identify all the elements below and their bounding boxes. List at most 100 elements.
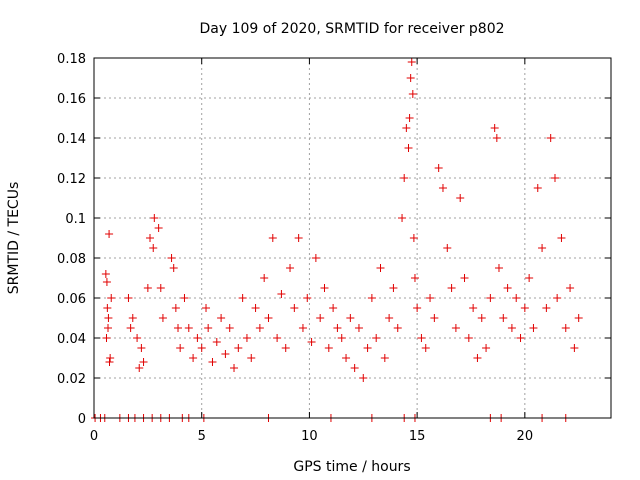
data-point: [393, 324, 402, 332]
data-point: [150, 214, 159, 222]
data-point: [525, 274, 534, 282]
data-point: [202, 304, 211, 312]
data-point: [180, 294, 189, 302]
data-point: [189, 354, 198, 362]
data-point: [251, 304, 260, 312]
data-point: [298, 324, 307, 332]
plot-frame: [93, 57, 612, 419]
data-point: [137, 344, 146, 352]
chart-title: Day 109 of 2020, SRMTID for receiver p80…: [199, 21, 504, 37]
data-point: [242, 334, 251, 342]
data-point: [447, 284, 456, 292]
data-point: [126, 324, 135, 332]
data-point: [105, 230, 114, 238]
data-point: [281, 344, 290, 352]
data-point: [566, 284, 575, 292]
y-tick-label: 0.08: [57, 252, 86, 267]
data-point: [171, 304, 180, 312]
data-point: [438, 184, 447, 192]
grid-lines: [94, 58, 611, 418]
data-point: [367, 294, 376, 302]
data-point: [402, 124, 411, 132]
data-point: [477, 314, 486, 322]
data-point: [451, 324, 460, 332]
y-tick-label: 0.14: [57, 132, 86, 147]
data-point: [561, 324, 570, 332]
data-point: [212, 338, 221, 346]
data-point: [408, 90, 417, 98]
data-point: [204, 324, 213, 332]
data-point: [492, 134, 501, 142]
data-point: [542, 304, 551, 312]
data-point: [273, 334, 282, 342]
x-tick-label: 20: [517, 429, 534, 444]
data-point: [494, 264, 503, 272]
data-point: [413, 304, 422, 312]
data-point: [406, 74, 415, 82]
data-point: [104, 314, 113, 322]
data-point: [410, 274, 419, 282]
data-point: [294, 234, 303, 242]
data-point: [143, 284, 152, 292]
data-point: [156, 284, 165, 292]
data-point: [208, 358, 217, 366]
data-point: [350, 364, 359, 372]
data-point: [363, 344, 372, 352]
data-point: [520, 304, 529, 312]
data-point: [516, 334, 525, 342]
axis-ticks: 0 0.02 0.04 0.06 0.08 0.1 0.12 0.14 0.16 0.18 0 5 10…: [57, 52, 611, 444]
x-tick-label: 0: [90, 429, 98, 444]
y-tick-label: 0.04: [57, 332, 86, 347]
data-point: [574, 314, 583, 322]
data-point: [105, 358, 114, 366]
data-point: [104, 324, 113, 332]
data-point: [443, 244, 452, 252]
data-point: [486, 294, 495, 302]
data-point: [456, 194, 465, 202]
data-point: [354, 324, 363, 332]
data-point: [234, 344, 243, 352]
data-point: [538, 244, 547, 252]
data-point: [311, 254, 320, 262]
data-point: [507, 324, 516, 332]
data-point: [512, 294, 521, 302]
data-point: [176, 344, 185, 352]
data-point: [324, 344, 333, 352]
data-point: [469, 304, 478, 312]
data-point: [107, 294, 116, 302]
data-point: [184, 324, 193, 332]
data-point: [376, 264, 385, 272]
data-point: [221, 350, 230, 358]
data-point: [320, 284, 329, 292]
data-point: [490, 124, 499, 132]
y-tick-label: 0: [78, 412, 86, 427]
data-point: [146, 234, 155, 242]
data-point: [290, 304, 299, 312]
data-point: [139, 358, 148, 366]
data-point: [430, 314, 439, 322]
data-point: [154, 224, 163, 232]
data-point: [398, 214, 407, 222]
data-point: [264, 314, 273, 322]
data-point: [380, 354, 389, 362]
data-point: [225, 324, 234, 332]
data-point: [197, 344, 206, 352]
data-point: [417, 334, 426, 342]
y-tick-label: 0.06: [57, 292, 86, 307]
data-point: [128, 314, 137, 322]
y-tick-label: 0.02: [57, 372, 86, 387]
data-point: [103, 304, 112, 312]
data-point: [570, 344, 579, 352]
data-point: [303, 294, 312, 302]
data-point: [389, 284, 398, 292]
y-axis-label: SRMTID / TECUs: [6, 182, 22, 295]
data-point: [421, 344, 430, 352]
data-point: [464, 334, 473, 342]
data-point: [434, 164, 443, 172]
data-point: [255, 324, 264, 332]
data-point: [529, 324, 538, 332]
data-point: [169, 264, 178, 272]
data-point: [359, 374, 368, 382]
